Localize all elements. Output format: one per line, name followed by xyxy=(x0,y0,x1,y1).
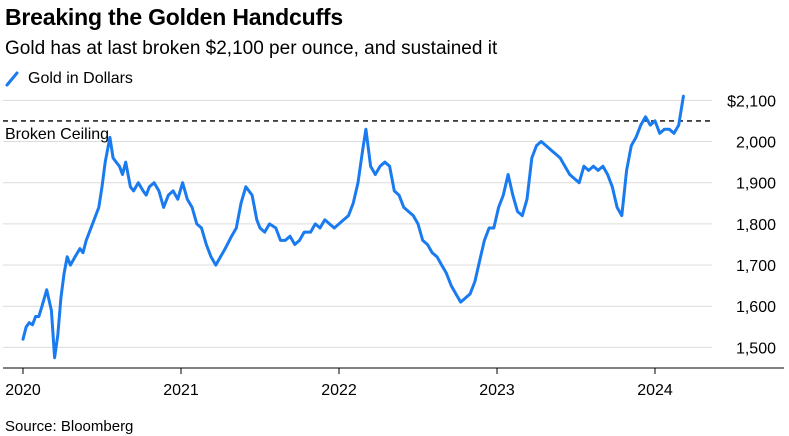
reference-line-label: Broken Ceiling xyxy=(5,126,109,143)
x-tick-label: 2020 xyxy=(5,382,41,399)
x-tick-label: 2024 xyxy=(637,382,673,399)
legend: Gold in Dollars xyxy=(5,70,133,88)
legend-swatch-icon xyxy=(5,71,19,87)
y-tick-label: 1,900 xyxy=(736,176,776,193)
source-note: Source: Bloomberg xyxy=(5,418,134,435)
y-tick-label: $2,100 xyxy=(727,93,776,110)
x-tick-label: 2023 xyxy=(479,382,515,399)
y-tick-label: 1,800 xyxy=(736,217,776,234)
y-tick-label: 1,500 xyxy=(736,340,776,357)
series-line-gold xyxy=(21,94,685,360)
y-tick-label: 2,000 xyxy=(736,135,776,152)
chart-subtitle: Gold has at last broken $2,100 per ounce… xyxy=(5,38,498,59)
x-tick-label: 2021 xyxy=(163,382,199,399)
legend-label: Gold in Dollars xyxy=(28,70,133,87)
y-tick-label: 1,600 xyxy=(736,299,776,316)
y-tick-label: 1,700 xyxy=(736,258,776,275)
chart-title: Breaking the Golden Handcuffs xyxy=(5,4,343,30)
x-tick-label: 2022 xyxy=(321,382,357,399)
